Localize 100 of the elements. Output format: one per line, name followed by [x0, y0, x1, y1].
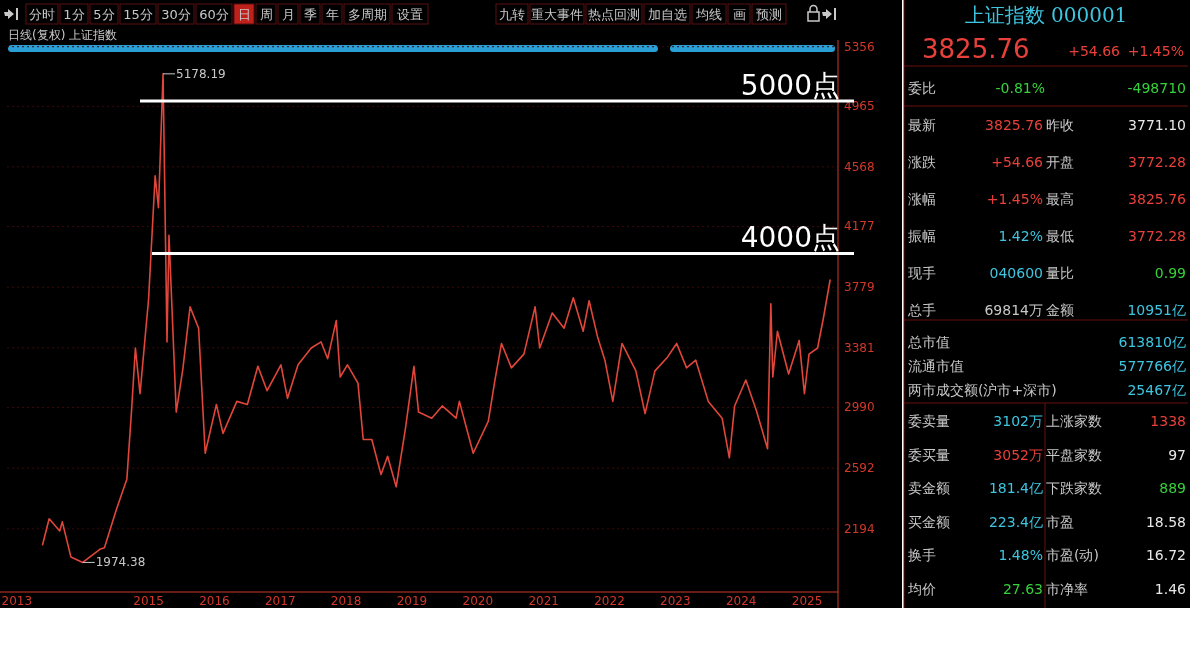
annotation: 5178.19 — [176, 66, 226, 81]
y-tick-label: 4177 — [844, 219, 875, 234]
y-tick-label: 4568 — [844, 159, 875, 174]
text: 5分 — [93, 7, 115, 22]
annotation: 1974.38 — [95, 555, 146, 570]
text: 市盈 — [1046, 513, 1074, 530]
text: 最高 — [1046, 191, 1074, 207]
text: 10951亿 — [1127, 302, 1186, 318]
text: 223.4亿 — [988, 513, 1043, 530]
text: 加自选 — [647, 7, 687, 22]
text: 3825.76 — [1128, 191, 1187, 207]
text: 金额 — [1046, 302, 1074, 318]
text: 577766亿 — [1118, 358, 1186, 374]
text: 均线 — [695, 7, 722, 22]
text: 年 — [325, 7, 339, 22]
x-tick-label: 2019 — [396, 594, 428, 608]
y-tick-label: 3779 — [844, 280, 875, 295]
x-tick-label: 2013 — [1, 594, 33, 608]
y-tick-label: 2990 — [844, 400, 875, 415]
text: 委卖量 — [908, 413, 950, 429]
text: 25467亿 — [1127, 382, 1186, 398]
text: 周 — [259, 7, 273, 22]
y-tick-label: 4965 — [844, 99, 875, 114]
text: 613810亿 — [1118, 334, 1186, 350]
text: 30分 — [161, 7, 191, 22]
text: 1.46 — [1154, 581, 1187, 597]
text: 上证指数 000001 — [964, 3, 1128, 27]
text: 下跌家数 — [1046, 480, 1102, 497]
text: 振幅 — [908, 228, 936, 244]
y-tick-label: 2194 — [844, 521, 875, 536]
y-tick-label: 3381 — [844, 340, 875, 355]
text: 1分 — [63, 7, 85, 22]
text: 开盘 — [1046, 154, 1074, 170]
text: 量比 — [1046, 265, 1074, 281]
text: 3825.76 — [985, 117, 1044, 133]
x-tick-label: 2018 — [330, 594, 362, 608]
text: 委比 — [908, 80, 936, 96]
x-tick-label: 2023 — [660, 594, 691, 608]
x-tick-label: 2017 — [265, 594, 296, 608]
x-tick-label: 2025 — [791, 594, 823, 608]
text: 市盈(动) — [1046, 547, 1099, 564]
text: 97 — [1168, 446, 1186, 463]
text: +1.45% — [986, 191, 1043, 207]
text: 3771.10 — [1128, 117, 1186, 133]
x-tick-label: 2022 — [594, 594, 625, 608]
text: 画 — [732, 7, 746, 22]
x-tick-label: 2024 — [725, 594, 757, 608]
text: 1.48% — [998, 547, 1043, 564]
text: 设置 — [397, 7, 423, 22]
text: 卖金额 — [908, 480, 950, 497]
text: 均价 — [907, 581, 936, 597]
text: 889 — [1159, 480, 1186, 497]
text: 3772.28 — [1128, 228, 1186, 244]
text: 总手 — [907, 302, 936, 318]
text: 0.99 — [1154, 265, 1186, 281]
text: 最低 — [1046, 228, 1074, 244]
text: 市净率 — [1046, 581, 1088, 597]
text: 季 — [303, 7, 317, 22]
x-tick-label: 2015 — [133, 594, 164, 608]
text: 3102万 — [993, 413, 1043, 429]
text: 1338 — [1150, 413, 1186, 429]
x-tick-label: 2020 — [462, 594, 494, 608]
text: 69814万 — [984, 302, 1043, 318]
text: 1.42% — [998, 228, 1043, 244]
text: 两市成交额(沪市+深市) — [908, 382, 1057, 398]
text: 委买量 — [908, 446, 950, 463]
text: 昨收 — [1046, 117, 1074, 133]
text: 分时 — [29, 7, 55, 22]
text: 3825.76 — [922, 34, 1030, 64]
text: +54.66 — [991, 154, 1044, 170]
text: 九转 — [499, 7, 525, 22]
text: 总市值 — [907, 334, 950, 350]
text: 平盘家数 — [1046, 446, 1102, 463]
chart-subtitle: 日线(复权) 上证指数 — [8, 28, 118, 42]
text: 60分 — [199, 7, 229, 22]
text: 重大事件 — [531, 7, 583, 22]
text: -498710 — [1127, 80, 1186, 96]
x-tick-label: 2016 — [199, 594, 230, 608]
text: 现手 — [908, 265, 936, 281]
x-tick-label: 2021 — [528, 594, 559, 608]
text: 3052万 — [993, 446, 1043, 463]
text: 16.72 — [1145, 547, 1186, 564]
text: -0.81% — [995, 80, 1045, 96]
text: 最新 — [908, 117, 936, 133]
text: +1.45% — [1127, 43, 1184, 59]
ref-line-label: 5000点 — [740, 68, 840, 102]
text: 040600 — [989, 265, 1043, 281]
text: 涨幅 — [908, 191, 936, 207]
text: 3772.28 — [1128, 154, 1186, 170]
y-tick-label: 5356 — [844, 39, 875, 54]
text: 18.58 — [1145, 513, 1186, 530]
text: 买金额 — [908, 513, 950, 530]
text: 流通市值 — [908, 358, 964, 374]
text: 15分 — [123, 7, 153, 22]
text: 日 — [237, 7, 251, 22]
text: 热点回测 — [588, 7, 640, 22]
y-tick-label: 2592 — [844, 461, 875, 476]
text: 涨跌 — [908, 154, 936, 170]
text: +54.66 — [1068, 43, 1121, 59]
text: 27.63 — [1002, 581, 1043, 597]
